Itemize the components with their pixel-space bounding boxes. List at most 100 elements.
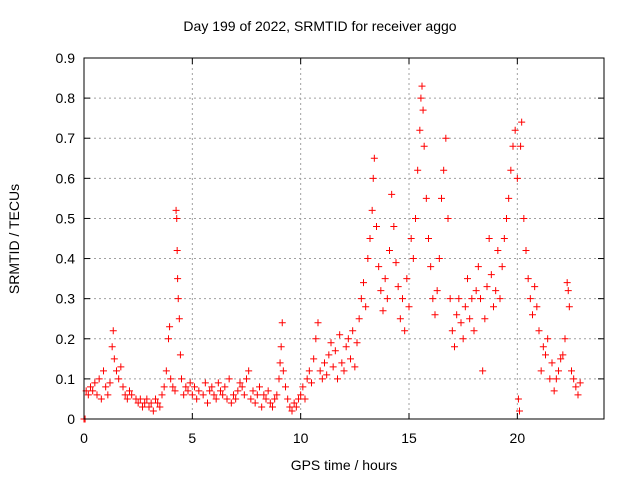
data-point bbox=[110, 355, 118, 363]
data-point bbox=[284, 395, 292, 403]
data-point bbox=[175, 315, 183, 323]
data-point bbox=[171, 387, 179, 395]
axis-ticks: 0 0.1 0.2 0.3 0.4 0.5 0.6 0.7 0.8 0.9 0 5 10 15 20 bbox=[56, 50, 604, 446]
data-point bbox=[431, 311, 439, 319]
data-point bbox=[136, 395, 144, 403]
data-point bbox=[464, 275, 471, 283]
data-point bbox=[433, 287, 441, 295]
data-point bbox=[568, 367, 575, 375]
data-point bbox=[106, 379, 114, 387]
data-point bbox=[331, 347, 339, 355]
x-axis-label: GPS time / hours bbox=[290, 457, 398, 473]
data-point bbox=[370, 154, 378, 162]
data-point bbox=[394, 283, 402, 291]
data-point bbox=[477, 295, 484, 303]
data-point bbox=[407, 235, 415, 242]
data-point bbox=[258, 403, 266, 411]
data-point bbox=[453, 311, 461, 319]
data-point bbox=[418, 82, 426, 90]
data-point bbox=[555, 367, 562, 375]
data-point bbox=[381, 275, 389, 283]
data-point bbox=[318, 375, 326, 383]
data-point bbox=[117, 363, 125, 371]
x-tick-label: 0 bbox=[80, 430, 88, 446]
data-point bbox=[115, 375, 123, 383]
data-point bbox=[360, 279, 367, 287]
data-point bbox=[240, 391, 248, 399]
data-point bbox=[184, 387, 192, 395]
data-point bbox=[145, 403, 153, 411]
data-point bbox=[178, 375, 185, 383]
data-point bbox=[544, 335, 552, 343]
data-point bbox=[174, 295, 182, 303]
y-tick-label: 0.4 bbox=[56, 251, 76, 267]
data-point bbox=[470, 327, 478, 335]
data-point bbox=[516, 407, 523, 415]
data-point bbox=[172, 206, 180, 214]
data-point bbox=[308, 379, 315, 387]
data-point bbox=[251, 399, 259, 407]
data-point bbox=[95, 375, 103, 383]
data-point bbox=[275, 375, 283, 383]
x-tick-label: 5 bbox=[188, 430, 196, 446]
data-point bbox=[109, 327, 117, 335]
data-point bbox=[535, 327, 543, 335]
data-point bbox=[238, 383, 246, 391]
data-point bbox=[206, 387, 214, 395]
data-point bbox=[201, 379, 209, 387]
data-point bbox=[442, 134, 450, 142]
data-point bbox=[123, 395, 131, 403]
data-point bbox=[539, 343, 547, 351]
data-point bbox=[466, 315, 474, 323]
data-point bbox=[383, 295, 391, 303]
data-point bbox=[321, 359, 328, 367]
data-point bbox=[288, 407, 296, 415]
data-point bbox=[87, 383, 94, 391]
data-point bbox=[91, 379, 99, 387]
data-point bbox=[186, 379, 194, 387]
data-point bbox=[524, 275, 532, 283]
data-point bbox=[269, 403, 276, 411]
data-point bbox=[126, 387, 133, 395]
data-point bbox=[459, 335, 467, 343]
data-point bbox=[277, 343, 285, 351]
data-point bbox=[310, 355, 318, 363]
data-point bbox=[236, 379, 244, 387]
data-point bbox=[461, 303, 469, 311]
data-point bbox=[429, 295, 437, 303]
data-point bbox=[522, 247, 530, 255]
data-point bbox=[563, 279, 571, 287]
x-tick-label: 10 bbox=[293, 430, 309, 446]
x-tick-label: 20 bbox=[510, 430, 526, 446]
data-point bbox=[266, 399, 274, 407]
data-point bbox=[243, 375, 250, 383]
data-point bbox=[496, 295, 504, 303]
data-point bbox=[417, 94, 425, 102]
data-point bbox=[494, 247, 502, 255]
data-point bbox=[230, 391, 237, 399]
data-point bbox=[500, 235, 508, 242]
data-point bbox=[180, 391, 188, 399]
data-point bbox=[509, 142, 517, 150]
data-point bbox=[570, 375, 578, 383]
y-tick-label: 0.5 bbox=[56, 210, 76, 226]
data-point bbox=[84, 391, 92, 399]
data-point bbox=[316, 367, 324, 375]
data-point bbox=[388, 190, 396, 198]
data-point bbox=[276, 359, 284, 367]
data-point bbox=[195, 387, 203, 395]
data-point bbox=[279, 367, 287, 375]
data-point bbox=[173, 214, 181, 222]
data-point bbox=[149, 407, 157, 415]
data-point bbox=[156, 403, 164, 411]
data-point bbox=[227, 399, 235, 407]
data-point bbox=[353, 339, 361, 347]
data-point bbox=[369, 174, 377, 182]
data-point bbox=[260, 391, 268, 399]
data-point bbox=[141, 399, 149, 407]
data-point bbox=[282, 383, 289, 391]
y-tick-label: 0.9 bbox=[56, 50, 76, 66]
data-point bbox=[217, 387, 224, 395]
data-point bbox=[409, 255, 417, 263]
data-point bbox=[366, 235, 374, 242]
